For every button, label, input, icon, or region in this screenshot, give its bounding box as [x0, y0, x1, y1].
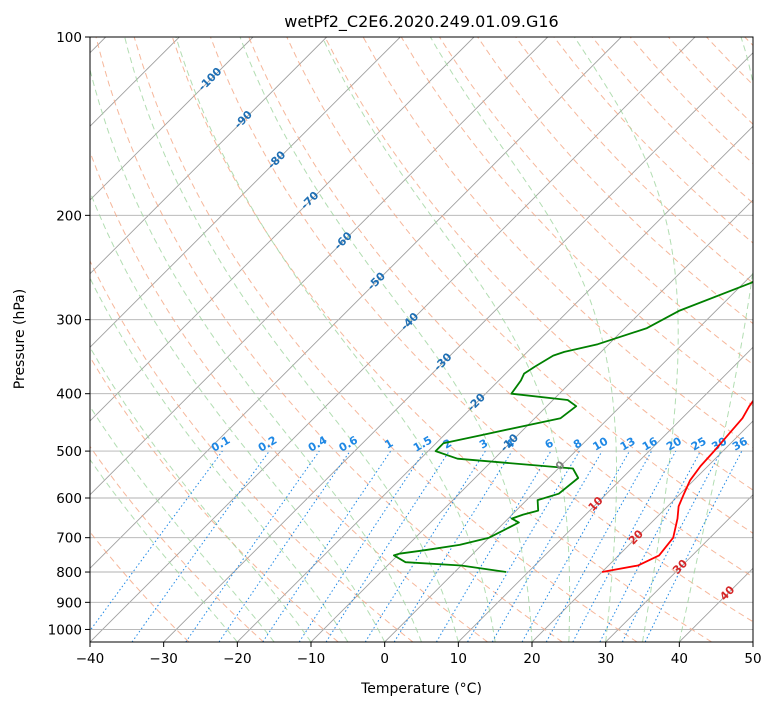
isotherm-line	[90, 37, 622, 569]
x-axis-label: Temperature (°C)	[360, 681, 482, 697]
moist-adiabat-line	[175, 37, 496, 642]
dry-adiabat-line	[248, 37, 753, 578]
dry-adiabat-line	[171, 37, 712, 642]
dry-adiabat-line	[515, 37, 753, 284]
mixing-ratio-line	[545, 450, 653, 642]
mixing-ratio-line	[325, 450, 450, 642]
mixing-ratio-line	[131, 450, 270, 642]
mixing-ratio-line	[185, 450, 320, 642]
plot-area: 0.1 0.2 0.4 0.6 1 1.5 2 3 4 6 8 10 13 16 20 25 30 36 -100…	[90, 37, 753, 642]
y-axis: 100 200 300 400 500 600 700 800 900 1000	[48, 30, 90, 638]
dry-adiabat-line	[95, 37, 563, 642]
moist-adiabat-line	[239, 37, 533, 642]
dry-adiabat-line	[324, 37, 753, 491]
isotherm-line	[163, 52, 753, 642]
moist-adiabat-line	[429, 37, 617, 642]
dry-adiabat-line	[90, 445, 264, 642]
moist-adiabat-line	[90, 458, 238, 642]
isotherm-line	[236, 125, 753, 642]
dry-adiabat-line	[90, 259, 414, 642]
y-tick-label: 1000	[48, 622, 82, 638]
x-tick-label: 0	[380, 651, 389, 667]
x-tick-label: 30	[597, 651, 614, 667]
moist-adiabat-line	[124, 37, 459, 642]
y-tick-label: 900	[56, 595, 82, 611]
x-tick-label: 20	[523, 651, 540, 667]
y-tick-label: 100	[56, 30, 82, 46]
moist-adiabat-line	[90, 276, 349, 642]
y-tick-label: 700	[56, 531, 82, 547]
mixing-ratio-lines: 0.1 0.2 0.4 0.6 1 1.5 2 3 4 6 8 10 13 16 20 25 30 36	[90, 433, 750, 642]
isotherm-line	[605, 494, 753, 642]
x-tick-label: −10	[297, 651, 326, 667]
y-axis-label: Pressure (hPa)	[12, 289, 28, 389]
dry-adiabat-line	[210, 37, 753, 623]
y-tick-label: 200	[56, 208, 82, 224]
y-tick-label: 600	[56, 491, 82, 507]
y-tick-label: 400	[56, 387, 82, 403]
isotherm-line	[90, 37, 254, 201]
x-tick-label: −40	[76, 651, 105, 667]
y-tick-label: 300	[56, 313, 82, 329]
mixing-ratio-line	[644, 450, 743, 642]
isotherm-line	[384, 273, 753, 642]
dry-adiabat-line	[133, 37, 638, 642]
x-tick-label: −20	[223, 651, 252, 667]
isotherm-line	[90, 37, 475, 422]
moist-adiabats	[90, 37, 753, 642]
isotherm-line	[90, 37, 549, 496]
dry-adiabat-line	[286, 37, 753, 534]
x-tick-label: −30	[149, 651, 178, 667]
temperature-trace	[601, 399, 753, 573]
moist-adiabat-line	[90, 405, 275, 642]
y-tick-label: 800	[56, 565, 82, 581]
isobar-gridlines	[90, 37, 753, 630]
x-axis: −40 −30 −20 −10 0 10 20 30 40 50	[76, 642, 762, 667]
moist-adiabat-line	[90, 67, 422, 642]
chart-title: wetPf2_C2E6.2020.249.01.09.G16	[284, 12, 558, 32]
isotherm-lines	[90, 37, 753, 642]
mixing-ratio-line	[521, 450, 630, 642]
x-tick-label: 10	[450, 651, 467, 667]
isotherm-line	[531, 420, 753, 642]
dry-adiabat-line	[90, 356, 339, 642]
x-tick-label: 50	[744, 651, 761, 667]
dry-adiabats	[90, 37, 753, 642]
mixing-ratio-line	[90, 450, 223, 632]
isotherm-line	[457, 346, 753, 642]
moist-adiabat-line	[90, 346, 312, 642]
mixing-ratio-line	[262, 450, 392, 642]
mixing-ratio-line	[298, 450, 425, 642]
y-tick-label: 500	[56, 444, 82, 460]
moist-adiabat-line	[678, 37, 753, 642]
moist-adiabat-line	[573, 37, 679, 642]
mixing-ratio-line	[393, 450, 513, 642]
moist-adiabat-line	[321, 37, 571, 642]
mixing-ratio-line	[218, 450, 351, 642]
dewpoint-trace	[393, 280, 753, 573]
moist-adiabat-line	[90, 190, 386, 642]
plot-frame	[89, 36, 754, 643]
isotherm-line	[90, 37, 401, 348]
mixing-ratio-line	[572, 450, 677, 642]
x-tick-label: 40	[671, 651, 688, 667]
sounding-traces	[393, 280, 753, 573]
isotherm-line	[90, 37, 328, 275]
